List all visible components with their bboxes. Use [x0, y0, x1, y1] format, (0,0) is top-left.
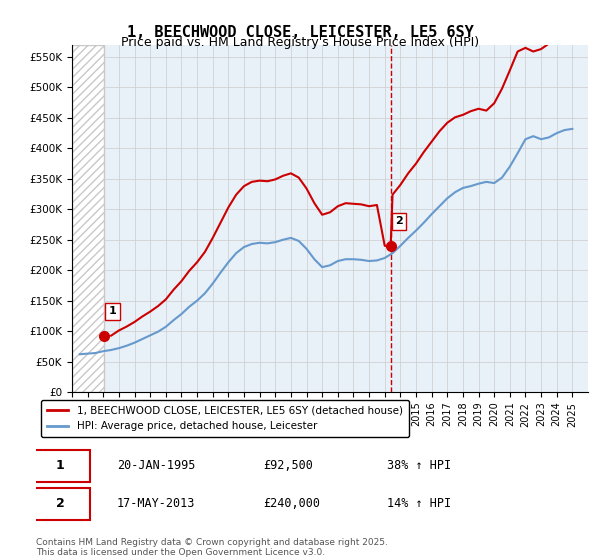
Text: 38% ↑ HPI: 38% ↑ HPI [387, 459, 451, 472]
Text: £240,000: £240,000 [263, 497, 320, 510]
Text: Price paid vs. HM Land Registry's House Price Index (HPI): Price paid vs. HM Land Registry's House … [121, 36, 479, 49]
Legend: 1, BEECHWOOD CLOSE, LEICESTER, LE5 6SY (detached house), HPI: Average price, det: 1, BEECHWOOD CLOSE, LEICESTER, LE5 6SY (… [41, 400, 409, 437]
Text: £92,500: £92,500 [263, 459, 313, 472]
Text: 14% ↑ HPI: 14% ↑ HPI [387, 497, 451, 510]
FancyBboxPatch shape [31, 488, 90, 520]
Text: 17-MAY-2013: 17-MAY-2013 [117, 497, 196, 510]
Text: 20-JAN-1995: 20-JAN-1995 [117, 459, 196, 472]
Text: 2: 2 [56, 497, 65, 510]
Text: 1, BEECHWOOD CLOSE, LEICESTER, LE5 6SY: 1, BEECHWOOD CLOSE, LEICESTER, LE5 6SY [127, 25, 473, 40]
Text: 2: 2 [395, 217, 403, 226]
Bar [72, 45, 104, 392]
Text: 1: 1 [56, 459, 65, 472]
FancyBboxPatch shape [31, 450, 90, 482]
Text: Contains HM Land Registry data © Crown copyright and database right 2025.
This d: Contains HM Land Registry data © Crown c… [36, 538, 388, 557]
Text: 1: 1 [109, 306, 116, 316]
